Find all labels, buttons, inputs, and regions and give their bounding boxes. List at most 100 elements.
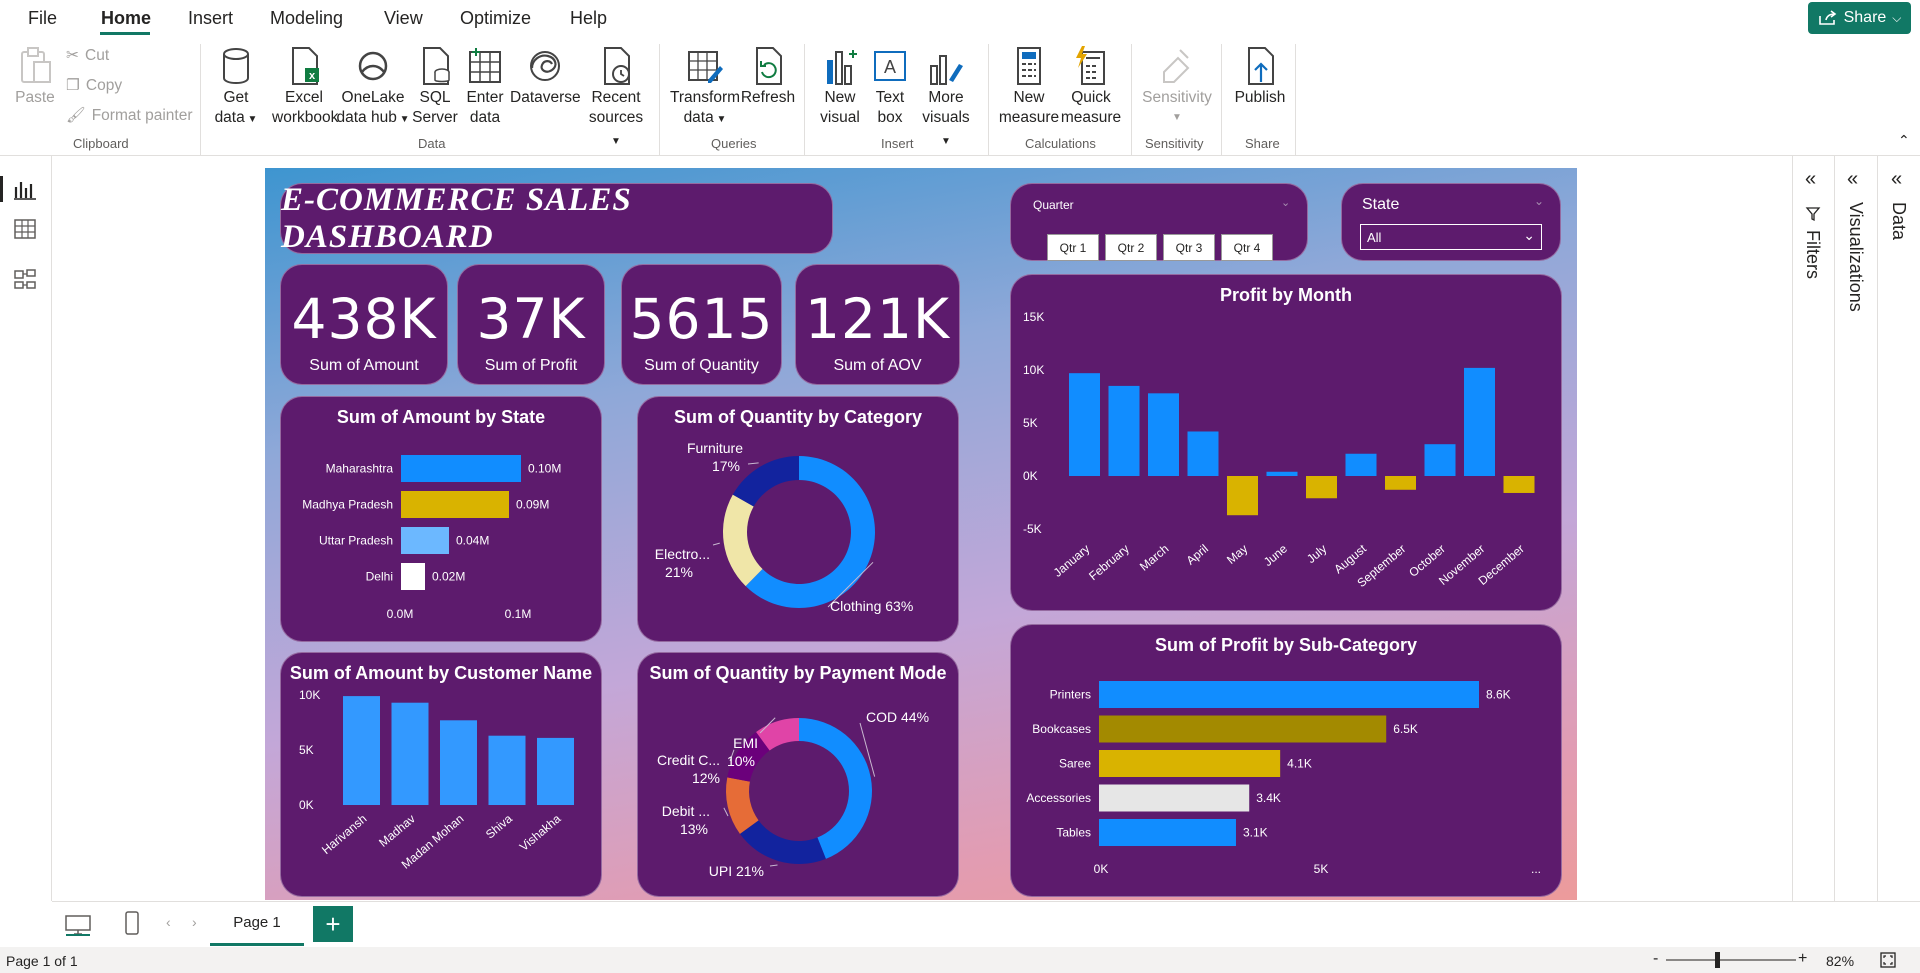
quarter-option[interactable]: Qtr 2 <box>1105 234 1157 261</box>
status-bar: Page 1 of 1 - + 82% <box>0 947 1920 973</box>
zoom-out-icon[interactable]: - <box>1653 950 1659 967</box>
leader-line <box>827 561 874 608</box>
menu-file[interactable]: File <box>28 8 58 28</box>
quick-measure-button[interactable]: Quick measure <box>1060 46 1122 128</box>
kpi-value: 5615 <box>629 287 774 351</box>
profit-by-subcategory-card[interactable]: Sum of Profit by Sub-Category Printers 8.… <box>1010 624 1562 897</box>
active-tab-indicator <box>100 32 150 35</box>
page-tab[interactable]: Page 1 <box>210 902 304 946</box>
kpi-card-profit[interactable]: 37K Sum of Profit <box>457 264 605 385</box>
menu-view[interactable]: View <box>384 8 423 28</box>
menu-optimize[interactable]: Optimize <box>460 8 532 28</box>
dashboard-title-card[interactable]: E-COMMERCE SALES DASHBOARD <box>280 182 833 255</box>
add-page-button[interactable]: + <box>313 906 353 942</box>
amount-by-customer-card[interactable]: Sum of Amount by Customer Name 10K 5K 0K Ha… <box>280 652 602 897</box>
bar <box>1464 367 1495 476</box>
more-visuals-button[interactable]: More visuals ▼ <box>918 46 974 152</box>
visualizations-pane[interactable]: « Visualizations <box>1834 156 1877 901</box>
kpi-card-aov[interactable]: 121K Sum of AOV <box>795 264 960 385</box>
kpi-card-quantity[interactable]: 5615 Sum of Quantity <box>621 264 782 385</box>
text-box-button[interactable]: A Text box <box>866 46 914 128</box>
quarter-slicer[interactable]: Quarter ⌄ Qtr 1 Qtr 2 Qtr 3 Qtr 4 <box>1010 183 1308 261</box>
copy-button[interactable]: ❐ Copy <box>66 76 122 95</box>
slice-label: Furniture <box>687 440 743 456</box>
svg-text:A: A <box>884 57 896 77</box>
bar <box>401 455 521 482</box>
new-visual-button[interactable]: New visual <box>816 46 864 128</box>
menu-home[interactable]: Home <box>101 8 152 28</box>
sql-server-button[interactable]: SQL Server <box>412 46 458 128</box>
bar <box>1306 476 1337 499</box>
qty-by-payment-card[interactable]: Sum of Quantity by Payment Mode COD 44% U… <box>637 652 959 897</box>
quick-measure-label-1: Quick <box>1071 89 1111 106</box>
publish-icon <box>1248 47 1274 85</box>
quarter-option[interactable]: Qtr 3 <box>1163 234 1215 261</box>
dataverse-icon <box>530 51 560 81</box>
share-button[interactable]: Share ⌵ <box>1808 2 1911 34</box>
table-view-icon[interactable] <box>13 218 37 240</box>
desktop-layout-icon[interactable] <box>64 914 92 936</box>
state-dropdown-value: All <box>1367 230 1382 245</box>
kpi-value: 438K <box>291 287 437 351</box>
cut-button[interactable]: ✂ Cut <box>66 46 109 65</box>
x-tick-label: Vishakha <box>517 811 564 854</box>
publish-button[interactable]: Publish <box>1232 46 1288 108</box>
qty-by-category-card[interactable]: Sum of Quantity by Category Clothing 63%… <box>637 396 959 642</box>
chevron-left-icon[interactable]: ‹ <box>166 914 171 930</box>
donut-slice <box>732 456 799 507</box>
leader-line <box>769 864 778 867</box>
expand-data-icon[interactable]: « <box>1891 168 1903 190</box>
qty-by-payment-chart: COD 44% UPI 21% Debit ... 13% Credit C... 12%… <box>657 709 929 879</box>
quarter-option[interactable]: Qtr 1 <box>1047 234 1099 261</box>
fit-to-page-icon[interactable] <box>1880 952 1896 968</box>
amount-by-state-card[interactable]: Sum of Amount by State Maharashtra 0.10M M… <box>280 396 602 642</box>
kpi-card-amount[interactable]: 438K Sum of Amount <box>280 264 448 385</box>
menu-help[interactable]: Help <box>570 8 608 28</box>
excel-workbook-button[interactable]: x Excel workbook <box>272 46 338 128</box>
bar <box>1345 453 1377 476</box>
model-view-icon[interactable] <box>13 268 37 290</box>
donut-slice <box>726 777 759 834</box>
profit-by-month-card[interactable]: Profit by Month 15K 10K 5K 0K -5K January Febr… <box>1010 274 1562 611</box>
text-box-label-2: box <box>877 109 903 126</box>
sensitivity-button[interactable]: Sensitivity ▼ <box>1140 46 1214 128</box>
data-pane[interactable]: « Data <box>1877 156 1920 901</box>
filters-pane[interactable]: « Filters <box>1792 156 1834 901</box>
x-tick-label: 0.0M <box>387 607 414 621</box>
group-clipboard: Clipboard <box>73 136 129 151</box>
new-measure-button[interactable]: New measure <box>998 46 1060 128</box>
bar <box>1148 393 1179 476</box>
recent-sources-icon <box>604 47 630 85</box>
chart-title: Sum of Quantity by Category <box>673 407 923 427</box>
quarter-option[interactable]: Qtr 4 <box>1221 234 1273 261</box>
format-painter-button[interactable]: 🖌 Format painter <box>66 106 192 125</box>
chevron-right-icon[interactable]: › <box>192 914 197 930</box>
enter-data-button[interactable]: Enter data <box>462 46 508 128</box>
transform-label-2: data <box>683 109 714 126</box>
menu-insert[interactable]: Insert <box>188 8 234 28</box>
refresh-button[interactable]: Refresh <box>740 46 796 108</box>
transform-data-button[interactable]: Transform data ▼ <box>669 46 741 130</box>
zoom-in-icon[interactable]: + <box>1798 950 1808 967</box>
menu-modeling[interactable]: Modeling <box>270 8 344 28</box>
zoom-slider-track[interactable] <box>1666 959 1796 961</box>
collapse-ribbon-icon[interactable]: ⌃ <box>1898 132 1910 148</box>
dataverse-button[interactable]: Dataverse <box>510 46 581 108</box>
expand-visualizations-icon[interactable]: « <box>1847 168 1859 190</box>
slice-label: Debit ... <box>662 803 710 819</box>
report-view-icon[interactable] <box>13 178 37 200</box>
state-dropdown[interactable]: All ⌄ <box>1360 224 1542 250</box>
chevron-down-icon: ▼ <box>244 114 258 125</box>
state-slicer[interactable]: State ⌄ All ⌄ <box>1341 183 1561 261</box>
leader-line <box>747 462 759 465</box>
mobile-layout-icon[interactable] <box>124 910 140 936</box>
onelake-data-hub-button[interactable]: OneLake data hub ▼ <box>336 46 410 130</box>
zoom-slider-thumb[interactable] <box>1715 952 1720 968</box>
slice-label: EMI <box>733 735 758 751</box>
recent-sources-button[interactable]: Recent sources ▼ <box>586 46 646 152</box>
paste-button[interactable]: Paste <box>14 46 56 108</box>
dataverse-label: Dataverse <box>510 89 581 106</box>
chart-title: Profit by Month <box>1220 285 1352 305</box>
get-data-button[interactable]: Get data ▼ <box>210 46 262 130</box>
expand-filters-icon[interactable]: « <box>1805 168 1817 190</box>
